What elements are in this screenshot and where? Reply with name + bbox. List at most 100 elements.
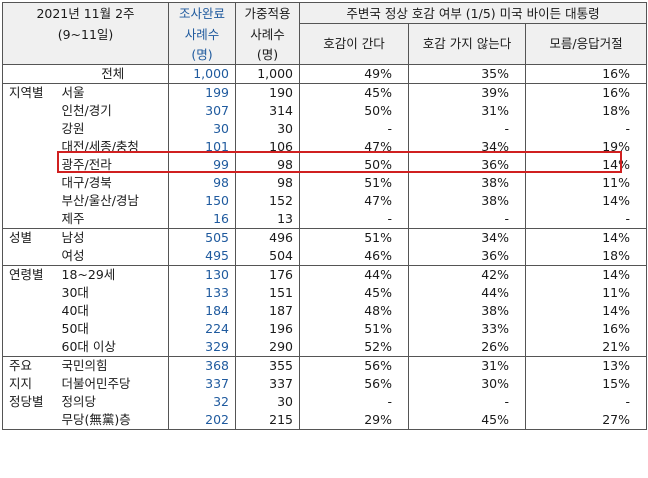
group-label: 지역별 [2,82,58,102]
row-label: 40대 [57,301,169,320]
favorable-pct: 48% [299,301,409,320]
favorable-pct: 51% [299,319,409,338]
dk-pct: 15% [525,374,648,393]
completed-count: 202 [168,410,236,430]
row-label: 18~29세 [57,264,169,284]
favorable-pct: 56% [299,355,409,375]
row-label: 광주/전라 [57,155,169,174]
favorable-pct: 29% [299,410,409,430]
weighted-count: 215 [235,410,300,430]
group-label-empty [2,155,58,174]
dk-pct: - [525,209,648,228]
row-label: 전체 [57,64,169,83]
weighted-header-line3: (명) [235,45,300,65]
group-label-empty [2,137,58,156]
completed-header-line3: (명) [168,45,236,65]
row-label: 50대 [57,319,169,338]
dk-pct: 18% [525,246,648,265]
completed-count: 101 [168,137,236,156]
favorable-pct: - [299,209,409,228]
table-row: 지지 더불어민주당 337 337 56% 30% 15% [2,374,648,393]
row-label: 제주 [57,209,169,228]
weighted-count: 98 [235,155,300,174]
unfavorable-pct: 31% [408,355,526,375]
weighted-count: 290 [235,337,300,356]
completed-count: 1,000 [168,64,236,83]
favorable-pct: 44% [299,264,409,284]
weighted-count: 496 [235,227,300,247]
table-row: 연령별 18~29세 130 176 44% 42% 14% [2,264,648,284]
group-label: 성별 [2,227,58,247]
dk-pct: 14% [525,227,648,247]
period-line1: 2021년 11월 2주 [2,2,169,24]
table-row: 50대 224 196 51% 33% 16% [2,319,648,338]
dk-pct: 16% [525,82,648,102]
weighted-count: 504 [235,246,300,265]
table-row: 60대 이상 329 290 52% 26% 21% [2,337,648,356]
group-label-empty [2,410,58,430]
completed-header-line1: 조사완료 [168,2,236,24]
row-label: 인천/경기 [57,101,169,120]
table-row: 부산/울산/경남 150 152 47% 38% 14% [2,191,648,210]
completed-count: 133 [168,283,236,302]
weighted-count: 30 [235,392,300,411]
completed-count: 199 [168,82,236,102]
favorable-pct: - [299,119,409,138]
row-label: 대전/세종/충청 [57,137,169,156]
table-row-total: 전체 1,000 1,000 49% 35% 16% [2,64,648,83]
unfavorable-pct: 33% [408,319,526,338]
dk-pct: 14% [525,264,648,284]
group-label-empty [2,119,58,138]
unfavorable-pct: 39% [408,82,526,102]
favorable-pct: 49% [299,64,409,83]
weighted-count: 176 [235,264,300,284]
col-favorable-header: 호감이 간다 [299,23,409,65]
completed-count: 337 [168,374,236,393]
weighted-count: 151 [235,283,300,302]
completed-count: 99 [168,155,236,174]
row-label: 부산/울산/경남 [57,191,169,210]
weighted-count: 1,000 [235,64,300,83]
completed-header-line2: 사례수 [168,23,236,46]
completed-count: 184 [168,301,236,320]
favorable-pct: 50% [299,155,409,174]
group-label-empty [2,246,58,265]
favorable-pct: - [299,392,409,411]
question-header: 주변국 정상 호감 여부 (1/5) 미국 바이든 대통령 [299,2,648,24]
completed-count: 505 [168,227,236,247]
group-label-empty [2,337,58,356]
weighted-count: 355 [235,355,300,375]
dk-pct: - [525,392,648,411]
unfavorable-pct: 38% [408,191,526,210]
group-label-empty [2,209,58,228]
favorable-pct: 45% [299,283,409,302]
table-row: 30대 133 151 45% 44% 11% [2,283,648,302]
unfavorable-pct: - [408,392,526,411]
table-row: 주요 국민의힘 368 355 56% 31% 13% [2,355,648,375]
row-label: 30대 [57,283,169,302]
group-label-empty [2,319,58,338]
dk-pct: - [525,119,648,138]
table-row: 지역별 서울 199 190 45% 39% 16% [2,82,648,102]
weighted-count: 196 [235,319,300,338]
weighted-count: 98 [235,173,300,192]
completed-count: 368 [168,355,236,375]
completed-count: 16 [168,209,236,228]
table-row: 강원 30 30- - - [2,119,648,138]
completed-count: 329 [168,337,236,356]
completed-count: 32 [168,392,236,411]
period-line2: (9~11일) [2,23,169,46]
completed-count: 150 [168,191,236,210]
completed-count: 30 [168,119,236,138]
unfavorable-pct: 38% [408,301,526,320]
table-row: 인천/경기 307 314 50% 31% 18% [2,101,648,120]
dk-pct: 14% [525,191,648,210]
favorable-pct: 47% [299,191,409,210]
unfavorable-pct: 42% [408,264,526,284]
col-dk-header: 모름/응답거절 [525,23,648,65]
row-label: 정의당 [57,392,169,411]
group-label-empty [2,101,58,120]
favorable-pct: 51% [299,173,409,192]
dk-pct: 27% [525,410,648,430]
